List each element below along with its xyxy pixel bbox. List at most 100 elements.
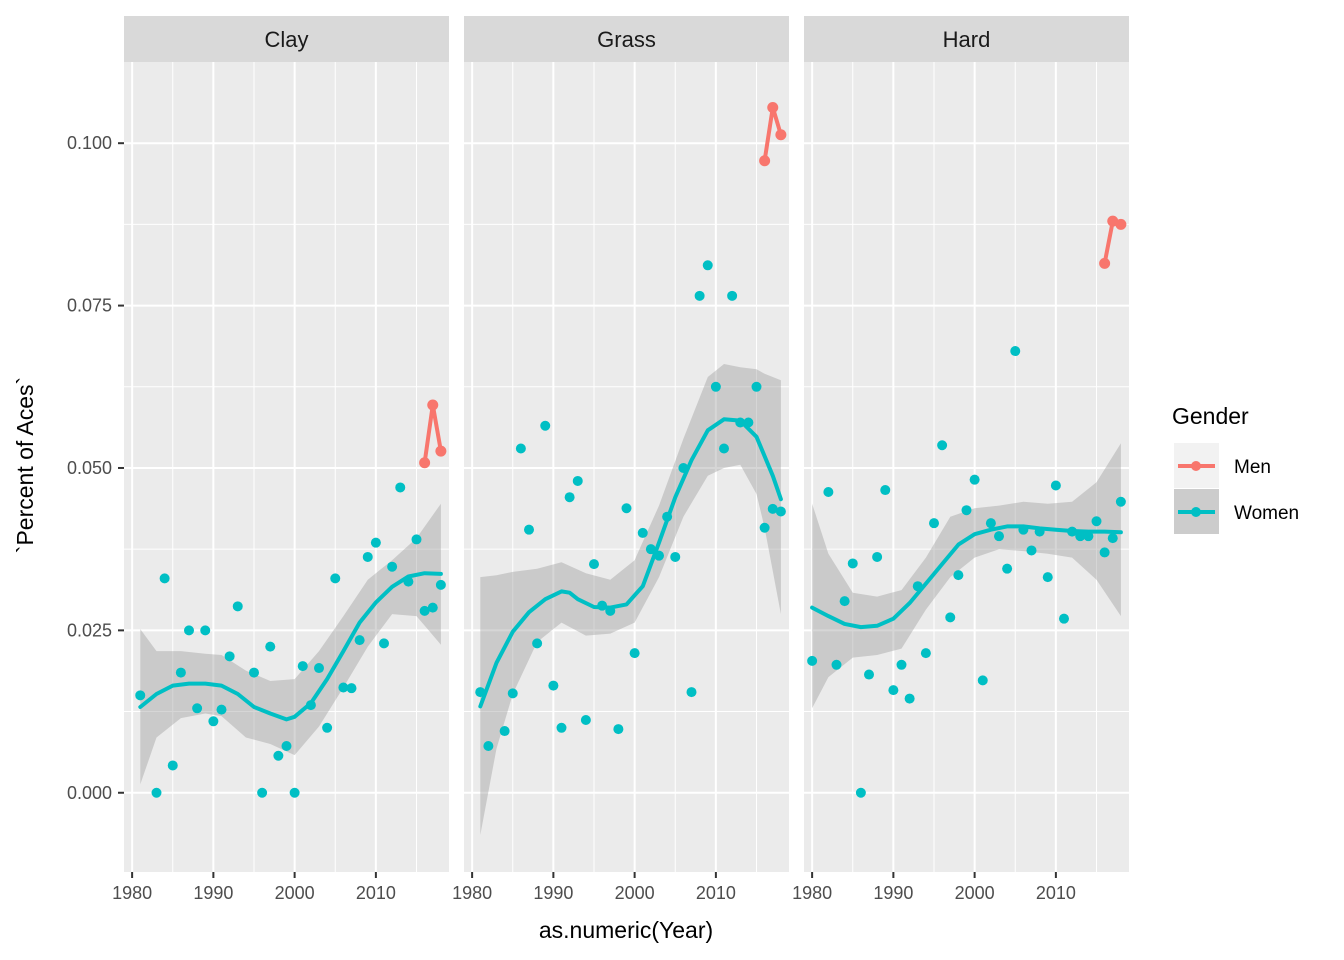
women-point bbox=[159, 573, 170, 584]
x-axis-hard: 1980 1990 2000 2010 bbox=[792, 872, 1076, 903]
women-point bbox=[175, 667, 186, 678]
women-point bbox=[637, 527, 648, 538]
men-point bbox=[427, 399, 439, 411]
women-point bbox=[880, 485, 891, 496]
women-point bbox=[929, 518, 939, 529]
facet-strip bbox=[464, 16, 789, 62]
y-tick-label: 0.050 bbox=[67, 458, 112, 478]
women-point bbox=[1002, 563, 1013, 574]
women-point bbox=[613, 724, 624, 735]
men-point bbox=[419, 457, 431, 469]
facet-label: Hard bbox=[943, 27, 991, 52]
women-point bbox=[1083, 531, 1094, 542]
facet-label: Grass bbox=[597, 27, 656, 52]
y-tick-label: 0.000 bbox=[67, 783, 112, 803]
women-point bbox=[135, 690, 146, 701]
women-point bbox=[387, 561, 398, 572]
women-smooth-line bbox=[138, 571, 443, 722]
men-point bbox=[1115, 218, 1127, 230]
women-point bbox=[362, 551, 373, 562]
facet-label: Clay bbox=[264, 27, 308, 52]
women-point bbox=[1099, 547, 1110, 558]
women-point bbox=[823, 487, 834, 498]
x-tick-label: 1990 bbox=[873, 883, 913, 903]
women-point bbox=[354, 635, 365, 646]
women-point bbox=[338, 682, 349, 693]
women-point bbox=[1075, 531, 1086, 542]
x-axis-grass: 1980 1990 2000 2010 bbox=[452, 872, 736, 903]
women-point bbox=[702, 260, 713, 271]
women-point bbox=[297, 661, 308, 672]
x-tick-label: 1980 bbox=[112, 883, 152, 903]
x-axis-clay: 1980 1990 2000 2010 bbox=[112, 872, 396, 903]
women-point bbox=[540, 420, 551, 431]
women-point bbox=[483, 740, 494, 751]
women-point bbox=[395, 482, 406, 493]
women-point bbox=[379, 638, 389, 649]
women-point bbox=[257, 787, 268, 798]
legend-label-men: Men bbox=[1234, 457, 1271, 478]
women-point bbox=[249, 667, 259, 678]
legend-men-point bbox=[1191, 461, 1201, 471]
women-point bbox=[330, 573, 341, 584]
women-point bbox=[920, 648, 931, 659]
y-tick-label: 0.100 bbox=[67, 133, 112, 153]
x-tick-label: 1990 bbox=[193, 883, 233, 903]
women-point bbox=[969, 474, 980, 485]
legend: Gender Men Women bbox=[1172, 403, 1299, 534]
women-point bbox=[427, 602, 438, 613]
x-tick-label: 2010 bbox=[356, 883, 396, 903]
women-smooth-line bbox=[478, 417, 783, 709]
legend-title: Gender bbox=[1172, 403, 1249, 429]
men-point bbox=[775, 129, 787, 141]
women-point bbox=[208, 716, 219, 727]
women-point bbox=[564, 492, 575, 503]
panel-clay: Clay bbox=[124, 16, 449, 872]
panels-layer: Clay Grass Hard bbox=[124, 16, 1129, 872]
women-point bbox=[864, 669, 874, 680]
legend-key-women bbox=[1174, 489, 1219, 534]
x-tick-label: 1990 bbox=[533, 883, 573, 903]
women-point bbox=[232, 601, 243, 612]
women-point bbox=[888, 685, 899, 696]
women-point bbox=[767, 503, 778, 514]
women-point bbox=[1050, 480, 1061, 491]
women-point bbox=[847, 558, 858, 569]
x-tick-label: 1980 bbox=[792, 883, 832, 903]
women-point bbox=[411, 534, 422, 545]
women-point bbox=[1115, 496, 1126, 507]
women-point bbox=[151, 787, 162, 798]
women-point bbox=[435, 579, 446, 590]
women-point bbox=[751, 381, 762, 392]
women-point bbox=[200, 625, 211, 636]
x-tick-label: 2000 bbox=[955, 883, 995, 903]
legend-key-men bbox=[1174, 443, 1219, 488]
men-point bbox=[767, 101, 779, 113]
women-point bbox=[515, 443, 526, 454]
women-point bbox=[281, 740, 292, 751]
y-tick-label: 0.075 bbox=[67, 296, 112, 316]
women-point bbox=[580, 715, 591, 726]
legend-women-point bbox=[1191, 507, 1201, 517]
y-tick-label: 0.025 bbox=[67, 620, 112, 640]
women-point bbox=[961, 505, 972, 516]
women-point bbox=[548, 680, 559, 691]
women-point bbox=[273, 750, 284, 761]
x-axis-title: as.numeric(Year) bbox=[539, 917, 713, 943]
women-point bbox=[216, 704, 227, 715]
women-point bbox=[224, 651, 235, 662]
women-point bbox=[775, 506, 786, 517]
women-point bbox=[419, 605, 430, 616]
women-point bbox=[831, 659, 842, 670]
x-tick-label: 2010 bbox=[1036, 883, 1076, 903]
men-point bbox=[759, 155, 771, 167]
women-point bbox=[289, 787, 300, 798]
women-point bbox=[370, 537, 381, 548]
women-point bbox=[994, 531, 1004, 542]
x-tick-label: 2000 bbox=[275, 883, 315, 903]
women-point bbox=[807, 655, 818, 666]
women-point bbox=[192, 703, 203, 714]
women-point bbox=[629, 648, 640, 659]
women-confidence-band bbox=[812, 443, 1121, 709]
women-point bbox=[759, 522, 770, 533]
